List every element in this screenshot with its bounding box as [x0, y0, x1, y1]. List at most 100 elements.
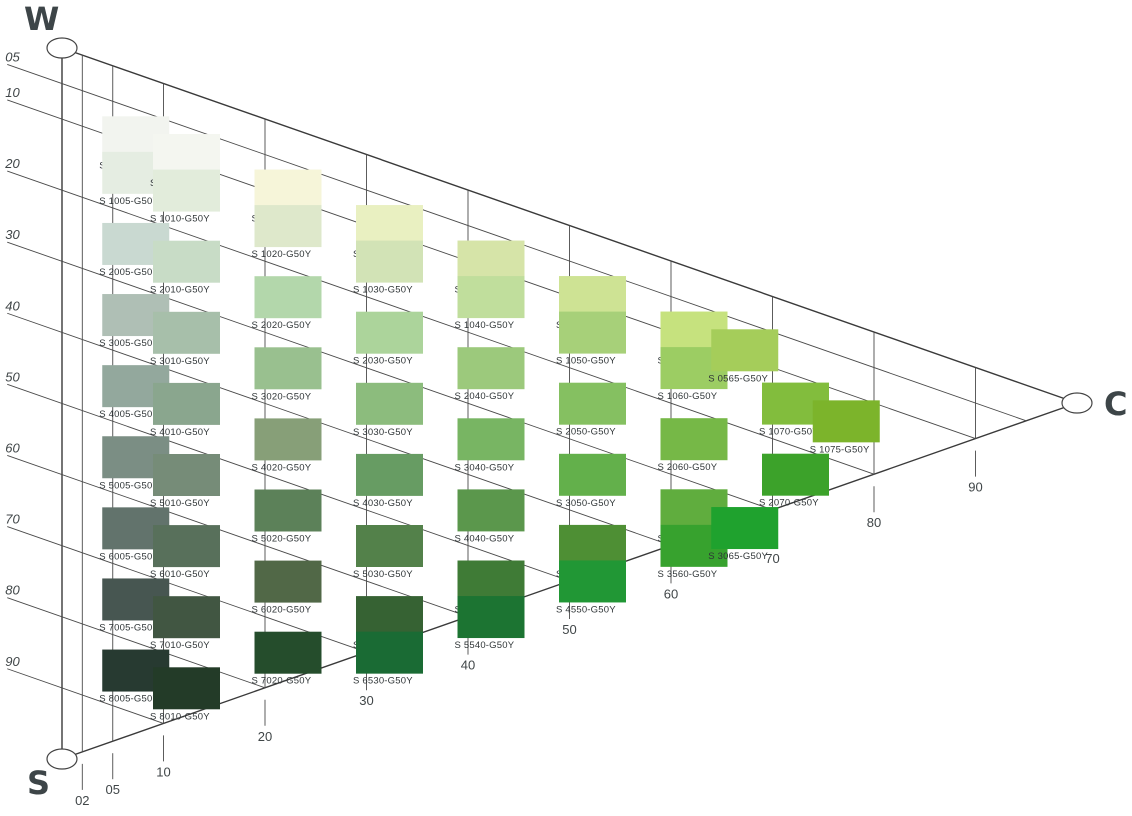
swatch-label: S 1050-G50Y: [556, 356, 616, 367]
swatch-label: S 3005-G50Y: [99, 338, 159, 349]
swatch-label: S 2050-G50Y: [556, 427, 616, 438]
color-swatch: S 3040-G50Y: [455, 418, 525, 473]
swatch-chip: [559, 524, 626, 567]
color-swatch: S 5540-G50Y: [455, 596, 525, 651]
color-swatch: S 2010-G50Y: [150, 240, 220, 296]
swatch-chip: [457, 347, 525, 390]
color-swatch: S 7020-G50Y: [252, 631, 322, 687]
chromaticness-label: 50: [562, 622, 576, 637]
blackness-line: [7, 455, 469, 618]
swatch-label: S 1040-G50Y: [455, 320, 515, 331]
swatch-label: S 3030-G50Y: [353, 427, 413, 438]
swatch-label: S 1070-G50Y: [759, 427, 819, 438]
blackness-line: [7, 597, 266, 689]
swatch-chip: [254, 631, 322, 674]
black-pole-circle: [46, 748, 78, 770]
triangle-poles: W S C: [24, 0, 1127, 802]
blackness-label: 80: [5, 583, 20, 598]
swatch-chip: [660, 418, 728, 461]
chromatic-pole-circle: [1061, 392, 1093, 414]
swatch-chip: [356, 382, 423, 425]
swatch-label: S 1020-G50Y: [252, 249, 312, 260]
swatch-label: S 8010-G50Y: [150, 711, 210, 722]
swatch-label: S 7010-G50Y: [150, 640, 210, 651]
swatch-label: S 3065-G50Y: [708, 551, 768, 562]
swatch-chip: [356, 205, 423, 248]
swatch-chip: [153, 169, 220, 212]
chromaticness-label: 10: [156, 764, 170, 779]
swatch-label: S 2040-G50Y: [455, 391, 515, 402]
white-pole-circle: [46, 37, 78, 59]
blackness-label: 50: [5, 369, 20, 384]
swatch-label: S 4010-G50Y: [150, 427, 210, 438]
blackness-label: 70: [5, 512, 20, 527]
axis-labels: 05 10 20 30 40 50 60 70 80 90 02 05 10 20 30 40 50 60 70 80…: [4, 49, 982, 807]
swatch-label: S 5020-G50Y: [252, 534, 312, 545]
swatch-label: S 3050-G50Y: [556, 498, 616, 509]
blackness-label: 40: [5, 298, 20, 313]
chromaticness-label: 20: [258, 729, 272, 744]
swatch-chip: [559, 453, 626, 496]
color-swatch: S 2060-G50Y: [658, 418, 728, 473]
swatch-label: S 5005-G50Y: [99, 480, 159, 491]
color-swatch: S 6010-G50Y: [150, 525, 220, 580]
swatch-chip: [812, 400, 880, 443]
swatch-label: S 5030-G50Y: [353, 569, 413, 580]
color-swatch: S 1040-G50Y: [455, 276, 525, 331]
swatch-chip: [254, 489, 322, 532]
corner-label-white: W: [24, 0, 59, 38]
swatch-chip: [559, 382, 626, 425]
swatch-label: S 2060-G50Y: [658, 462, 718, 473]
swatch-chip: [254, 418, 322, 461]
swatch-label: S 2010-G50Y: [150, 285, 210, 296]
color-swatch: S 8010-G50Y: [150, 667, 220, 722]
swatch-chip: [457, 489, 525, 532]
color-swatch: S 1030-G50Y: [353, 240, 423, 296]
chromaticness-label: 60: [664, 586, 678, 601]
swatch-label: S 3010-G50Y: [150, 356, 210, 367]
color-swatch: S 6020-G50Y: [252, 560, 322, 616]
swatch-chip: [457, 560, 525, 603]
color-swatch: S 5030-G50Y: [353, 525, 423, 580]
color-swatch: S 2030-G50Y: [353, 311, 423, 367]
swatch-chip: [153, 596, 220, 639]
swatch-chip: [356, 453, 423, 496]
swatch-chip: [254, 560, 322, 603]
blackness-label: 60: [5, 440, 20, 455]
color-swatch: S 1050-G50Y: [556, 311, 626, 367]
blackness-line: [7, 241, 773, 511]
swatch-label: S 8005-G50Y: [99, 694, 159, 705]
blackness-line: [7, 170, 875, 475]
chromaticness-label: 90: [968, 480, 982, 495]
swatch-chip: [457, 418, 525, 461]
color-swatch: S 4010-G50Y: [150, 382, 220, 438]
swatch-label: S 6020-G50Y: [252, 605, 312, 616]
swatch-chip: [559, 276, 626, 319]
swatch-chip: [153, 311, 220, 354]
color-swatch: S 0565-G50Y: [708, 329, 779, 384]
chromaticness-label: 70: [765, 551, 779, 566]
swatch-chip: [356, 596, 423, 639]
swatch-chip: [762, 453, 829, 496]
blackness-label: 20: [4, 156, 20, 171]
swatch-label: S 4040-G50Y: [455, 533, 515, 544]
swatch-label: S 3040-G50Y: [455, 462, 515, 473]
swatch-chip: [254, 276, 322, 319]
color-swatch: S 6530-G50Y: [353, 631, 423, 687]
swatch-label: S 5010-G50Y: [150, 498, 210, 509]
swatch-label: S 1005-G50Y: [99, 196, 159, 207]
color-swatch: S 4550-G50Y: [556, 560, 626, 615]
swatch-chip: [153, 525, 220, 568]
color-swatch: S 3010-G50Y: [150, 311, 220, 367]
color-swatch: S 5020-G50Y: [252, 489, 322, 545]
swatch-label: S 6530-G50Y: [353, 676, 413, 687]
color-swatch: S 7010-G50Y: [150, 596, 220, 651]
color-swatch: S 4030-G50Y: [353, 453, 423, 509]
blackness-line: [7, 668, 164, 724]
swatch-label: S 4020-G50Y: [252, 462, 312, 473]
swatch-label: S 2070-G50Y: [759, 498, 819, 509]
blackness-label: 90: [5, 654, 20, 669]
color-swatch: S 2020-G50Y: [252, 276, 322, 331]
color-swatch: S 1010-G50Y: [150, 169, 220, 225]
swatch-label: S 1030-G50Y: [353, 285, 413, 296]
